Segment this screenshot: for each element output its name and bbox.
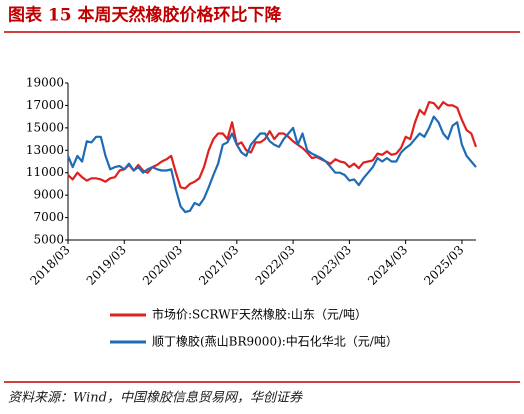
legend-label: 市场价:SCRWF天然橡胶:山东（元/吨） bbox=[152, 307, 367, 322]
x-tick-label: 2021/03 bbox=[196, 243, 241, 288]
y-tick-label: 11000 bbox=[26, 165, 64, 179]
y-tick-label: 15000 bbox=[26, 120, 64, 134]
x-tick-label: 2025/03 bbox=[421, 243, 466, 288]
chart-title: 图表 15 本周天然橡胶价格环比下降 bbox=[8, 5, 282, 26]
y-tick-label: 7000 bbox=[33, 210, 64, 224]
x-tick-label: 2019/03 bbox=[84, 243, 129, 288]
y-tick-label: 5000 bbox=[33, 233, 64, 247]
x-tick-label: 2020/03 bbox=[140, 243, 185, 288]
x-tick-label: 2018/03 bbox=[27, 243, 72, 288]
legend-label: 顺丁橡胶(燕山BR9000):中石化华北（元/吨） bbox=[152, 334, 398, 349]
series-line bbox=[66, 115, 477, 214]
x-tick-label: 2022/03 bbox=[253, 243, 298, 288]
y-tick-label: 9000 bbox=[33, 188, 64, 202]
x-tick-label: 2024/03 bbox=[365, 243, 410, 288]
series-line bbox=[67, 101, 478, 190]
y-tick-label: 13000 bbox=[26, 143, 64, 157]
source: 资料来源：Wind，中国橡胶信息贸易网，华创证券 bbox=[8, 390, 303, 406]
y-tick-label: 17000 bbox=[26, 98, 64, 112]
y-tick-label: 19000 bbox=[26, 76, 64, 90]
x-tick-label: 2023/03 bbox=[309, 243, 354, 288]
